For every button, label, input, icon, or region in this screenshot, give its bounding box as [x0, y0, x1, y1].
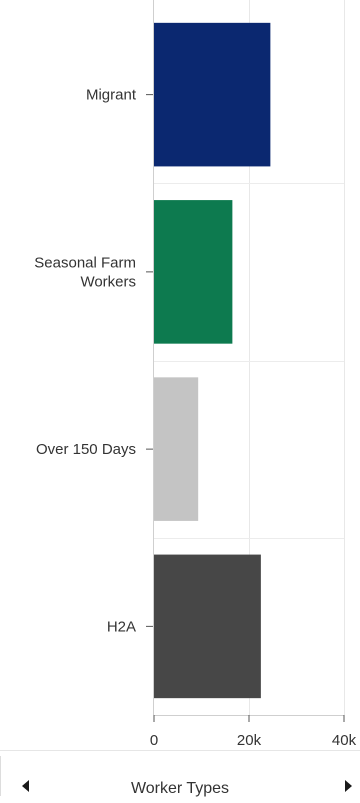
- triangle-left-icon[interactable]: [22, 780, 29, 792]
- bar: [154, 22, 271, 167]
- footer-edge: [0, 756, 1, 796]
- footer-divider: [0, 750, 360, 751]
- bar-chart: Migrant Seasonal Farm Workers Over 150 Days…: [34, 0, 357, 749]
- bar: [154, 554, 261, 699]
- x-tick-label: 0: [150, 732, 158, 749]
- bar: [154, 377, 199, 521]
- x-tick-label: 40k: [332, 732, 357, 749]
- category-label: H2A: [107, 618, 136, 635]
- chart-footer: Worker Types: [0, 750, 360, 803]
- bar: [154, 200, 233, 344]
- category-label: Workers: [80, 273, 136, 290]
- category-label: Migrant: [86, 87, 137, 104]
- footer-title: Worker Types: [130, 780, 230, 797]
- category-label: Seasonal Farm: [34, 254, 136, 271]
- x-tick-label: 20k: [237, 732, 262, 749]
- category-label: Over 150 Days: [36, 441, 136, 458]
- triangle-right-icon[interactable]: [345, 780, 352, 792]
